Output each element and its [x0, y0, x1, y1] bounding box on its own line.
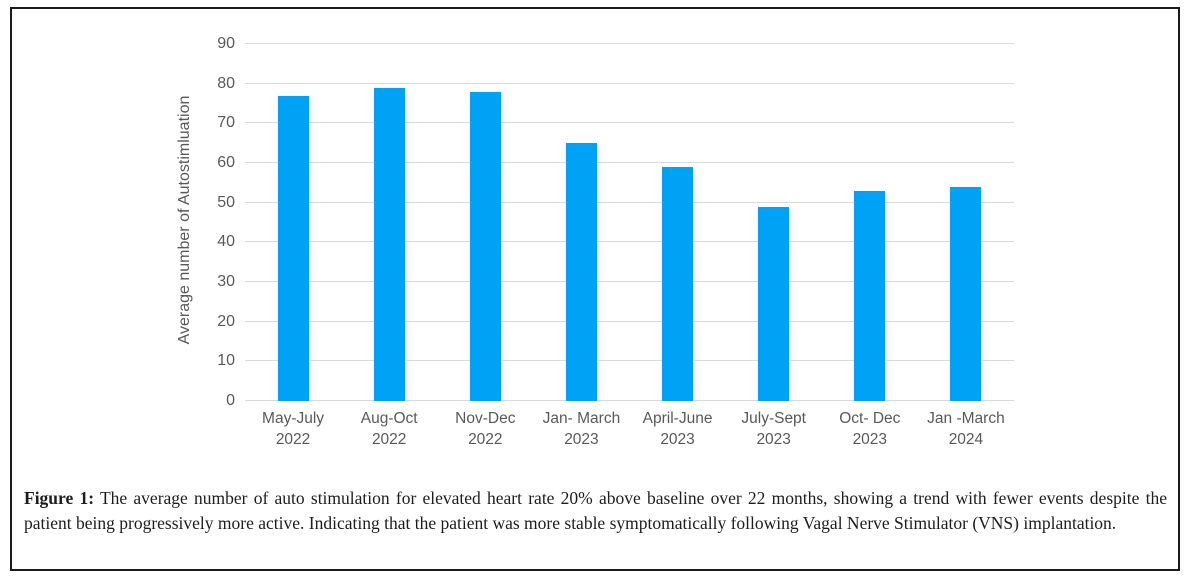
- y-tick-label: 40: [217, 233, 235, 251]
- bar: [277, 95, 309, 401]
- gridline: [245, 162, 1014, 163]
- bar: [950, 186, 982, 401]
- x-tick-label: July-Sept 2023: [741, 410, 806, 448]
- figure-frame: Average number of Autostimluation 0 10 20 3…: [10, 7, 1180, 571]
- y-tick-label: 10: [217, 352, 235, 370]
- y-tick-label: 20: [217, 312, 235, 330]
- x-tick-label: May-July 2022: [262, 410, 325, 448]
- gridline: [245, 281, 1014, 282]
- caption-label: Figure 1:: [24, 488, 95, 508]
- bar: [469, 91, 501, 401]
- figure-caption: Figure 1: The average number of auto sti…: [24, 486, 1167, 536]
- x-tick-label: Nov-Dec 2022: [455, 410, 516, 448]
- y-tick-label: 90: [217, 35, 235, 52]
- bar: [758, 206, 790, 401]
- y-tick-label: 0: [226, 392, 235, 409]
- x-tick-label: Jan- March 2023: [542, 410, 621, 448]
- x-axis-tick-labels: May-July 2022 Aug-Oct 2022 Nov-Dec 2022 Jan…: [245, 408, 1014, 450]
- bar: [565, 143, 597, 401]
- y-tick-label: 50: [217, 193, 235, 211]
- x-tick-label: Jan -March 2024: [927, 410, 1005, 448]
- bar: [662, 166, 694, 401]
- x-tick-label: Oct- Dec 2023: [839, 410, 901, 448]
- gridline: [245, 360, 1014, 362]
- y-tick-label: 30: [217, 273, 235, 290]
- y-tick-label: 70: [217, 114, 235, 132]
- x-tick-label: April-June 2023: [642, 410, 713, 448]
- bar: [854, 190, 886, 401]
- y-tick-label: 60: [217, 154, 235, 171]
- gridline: [245, 241, 1014, 243]
- x-tick-label: Aug-Oct 2022: [360, 410, 418, 448]
- gridline: [245, 82, 1014, 84]
- bar-chart-plot-area: [245, 43, 1014, 401]
- caption-text: The average number of auto stimulation f…: [24, 488, 1167, 533]
- y-axis-tick-labels: 0 10 20 30 40 50 60 70 80 90: [152, 35, 235, 409]
- bar: [373, 87, 405, 401]
- gridline: [245, 320, 1014, 322]
- gridline: [245, 400, 1014, 401]
- gridline: [245, 122, 1014, 124]
- gridline: [245, 43, 1014, 44]
- y-tick-label: 80: [217, 74, 235, 92]
- gridline: [245, 201, 1014, 203]
